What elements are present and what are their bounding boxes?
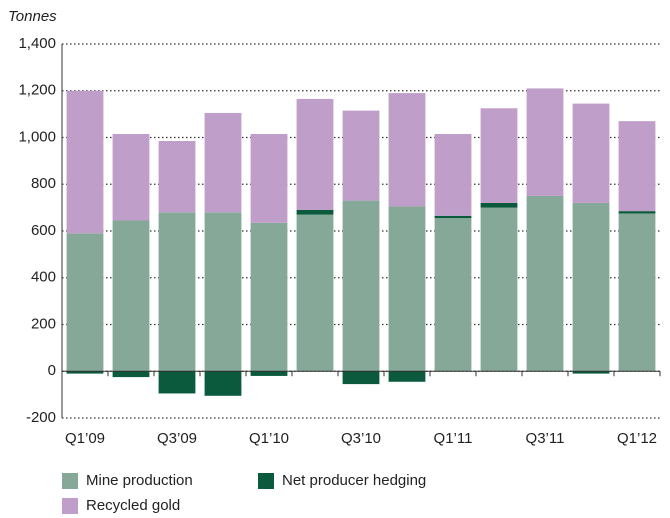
- bar-segment: [66, 233, 104, 372]
- bar-segment: [342, 200, 380, 372]
- x-tick-label: Q1’10: [249, 430, 289, 447]
- bar-segment: [296, 98, 334, 210]
- y-tick-label: 600: [31, 222, 56, 239]
- bar-segment: [158, 212, 196, 372]
- bar-segment: [434, 218, 472, 372]
- y-axis-label: Tonnes: [8, 8, 57, 25]
- bar-segment: [526, 195, 564, 372]
- bar-segment: [66, 90, 104, 234]
- bar-segment: [204, 371, 242, 396]
- bar-segment: [250, 222, 288, 372]
- x-tick-label: Q1’09: [65, 430, 105, 447]
- y-tick-label: 1,000: [18, 128, 56, 145]
- bar-segment: [618, 211, 656, 214]
- y-tick-label: 1,400: [18, 35, 56, 52]
- x-tick-label: Q3’11: [526, 430, 565, 447]
- bar-segment: [66, 371, 104, 374]
- bar-segment: [572, 103, 610, 203]
- bar-segment: [526, 88, 564, 196]
- x-tick-label: Q1’12: [617, 430, 657, 447]
- bar-segment: [434, 133, 472, 216]
- bar-segment: [480, 202, 518, 208]
- bar-segment: [618, 213, 656, 372]
- bar-segment: [112, 133, 150, 221]
- x-tick-label: Q3’09: [157, 430, 197, 447]
- bar-segment: [296, 214, 334, 372]
- bar-segment: [480, 207, 518, 372]
- bar-segment: [112, 220, 150, 372]
- legend-label: Recycled gold: [86, 497, 180, 514]
- y-tick-label: -200: [26, 409, 56, 426]
- y-tick-label: 800: [31, 175, 56, 192]
- bar-segment: [158, 141, 196, 213]
- bar-segment: [342, 110, 380, 201]
- legend-swatch: [258, 473, 274, 489]
- bar-segment: [388, 371, 426, 382]
- bar-segment: [204, 212, 242, 372]
- bar-segment: [572, 202, 610, 372]
- y-tick-label: 400: [31, 269, 56, 286]
- bar-segment: [204, 112, 242, 213]
- bar-segment: [388, 206, 426, 372]
- bar-segment: [250, 133, 288, 223]
- y-tick-label: 0: [48, 362, 56, 379]
- bar-segment: [480, 108, 518, 203]
- bar-segment: [158, 371, 196, 394]
- x-tick-label: Q3’10: [341, 430, 381, 447]
- bar-segment: [434, 215, 472, 219]
- y-tick-label: 1,200: [18, 82, 56, 99]
- y-tick-label: 200: [31, 315, 56, 332]
- bar-segment: [296, 209, 334, 215]
- legend-swatch: [62, 473, 78, 489]
- bar-segment: [250, 371, 288, 376]
- x-tick-label: Q1’11: [434, 430, 473, 447]
- bar-segment: [388, 93, 426, 207]
- bar-segment: [112, 371, 150, 378]
- legend-label: Net producer hedging: [282, 472, 426, 489]
- bar-segment: [572, 371, 610, 374]
- legend-swatch: [62, 498, 78, 514]
- bar-segment: [342, 371, 380, 385]
- legend-label: Mine production: [86, 472, 193, 489]
- bar-segment: [618, 121, 656, 212]
